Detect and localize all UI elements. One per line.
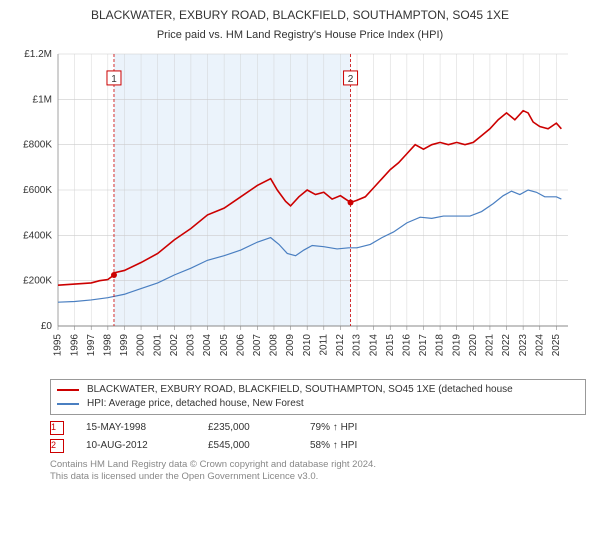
- marker-point: [111, 272, 117, 278]
- svg-text:2008: 2008: [269, 333, 280, 356]
- svg-text:£0: £0: [41, 321, 53, 332]
- svg-text:2000: 2000: [136, 333, 147, 356]
- svg-text:1995: 1995: [53, 333, 64, 356]
- marker-pct: 58% ↑ HPI: [310, 440, 357, 451]
- marker-date: 15-MAY-1998: [86, 422, 186, 433]
- svg-text:1998: 1998: [102, 333, 113, 356]
- svg-text:2017: 2017: [418, 333, 429, 356]
- legend-swatch: [57, 389, 79, 391]
- marker-row: 1 15-MAY-1998 £235,000 79% ↑ HPI: [50, 421, 586, 435]
- svg-text:2: 2: [348, 74, 354, 85]
- svg-text:2022: 2022: [501, 333, 512, 356]
- svg-text:£800K: £800K: [23, 140, 52, 151]
- svg-text:2019: 2019: [451, 333, 462, 356]
- svg-text:£1.2M: £1.2M: [24, 49, 52, 60]
- chart-title: BLACKWATER, EXBURY ROAD, BLACKFIELD, SOU…: [12, 8, 588, 24]
- svg-text:£1M: £1M: [33, 94, 52, 105]
- svg-text:2002: 2002: [169, 333, 180, 356]
- svg-text:2012: 2012: [335, 333, 346, 356]
- svg-text:2013: 2013: [352, 333, 363, 356]
- marker-row: 2 10-AUG-2012 £545,000 58% ↑ HPI: [50, 439, 586, 453]
- svg-text:2014: 2014: [368, 333, 379, 356]
- chart-subtitle: Price paid vs. HM Land Registry's House …: [12, 28, 588, 42]
- svg-text:2015: 2015: [385, 333, 396, 356]
- svg-text:2011: 2011: [318, 333, 329, 355]
- legend-item: HPI: Average price, detached house, New …: [57, 397, 579, 411]
- attribution-text: Contains HM Land Registry data © Crown c…: [50, 459, 376, 482]
- svg-text:£600K: £600K: [23, 185, 52, 196]
- legend-label: HPI: Average price, detached house, New …: [87, 397, 304, 411]
- legend-item: BLACKWATER, EXBURY ROAD, BLACKFIELD, SOU…: [57, 383, 579, 397]
- svg-text:2025: 2025: [551, 333, 562, 356]
- svg-text:2018: 2018: [435, 333, 446, 356]
- legend: BLACKWATER, EXBURY ROAD, BLACKFIELD, SOU…: [50, 379, 586, 415]
- marker-point: [348, 199, 354, 205]
- marker-date: 10-AUG-2012: [86, 440, 186, 451]
- marker-pct: 79% ↑ HPI: [310, 422, 357, 433]
- svg-text:1: 1: [111, 74, 117, 85]
- svg-text:2007: 2007: [252, 333, 263, 356]
- svg-text:2020: 2020: [468, 333, 479, 356]
- chart-plot: £0 £200K £400K £600K £800K £1M £1.2M 1995 1996 19…: [12, 48, 588, 373]
- svg-text:1999: 1999: [119, 333, 130, 356]
- svg-text:2001: 2001: [152, 333, 163, 356]
- marker-badge: 1: [50, 421, 64, 435]
- svg-text:£200K: £200K: [23, 276, 52, 287]
- svg-text:1996: 1996: [69, 333, 80, 356]
- svg-text:2016: 2016: [402, 333, 413, 356]
- svg-text:2010: 2010: [302, 333, 313, 356]
- line-chart-svg: £0 £200K £400K £600K £800K £1M £1.2M 1995 1996 19…: [12, 48, 572, 368]
- legend-label: BLACKWATER, EXBURY ROAD, BLACKFIELD, SOU…: [87, 383, 513, 397]
- svg-text:2023: 2023: [518, 333, 529, 356]
- marker-price: £235,000: [208, 422, 288, 433]
- legend-swatch: [57, 403, 79, 405]
- svg-text:1997: 1997: [86, 333, 97, 356]
- marker-badge: 2: [50, 439, 64, 453]
- svg-text:2024: 2024: [534, 333, 545, 356]
- attribution: Contains HM Land Registry data © Crown c…: [50, 459, 586, 484]
- marker-table: 1 15-MAY-1998 £235,000 79% ↑ HPI 2 10-AUG-201…: [50, 421, 586, 453]
- svg-text:2005: 2005: [219, 333, 230, 356]
- svg-text:2021: 2021: [485, 333, 496, 356]
- svg-text:2009: 2009: [285, 333, 296, 356]
- svg-text:2006: 2006: [235, 333, 246, 356]
- marker-price: £545,000: [208, 440, 288, 451]
- svg-text:£400K: £400K: [23, 230, 52, 241]
- chart-container: BLACKWATER, EXBURY ROAD, BLACKFIELD, SOU…: [0, 0, 600, 490]
- svg-text:2003: 2003: [186, 333, 197, 356]
- svg-text:2004: 2004: [202, 333, 213, 356]
